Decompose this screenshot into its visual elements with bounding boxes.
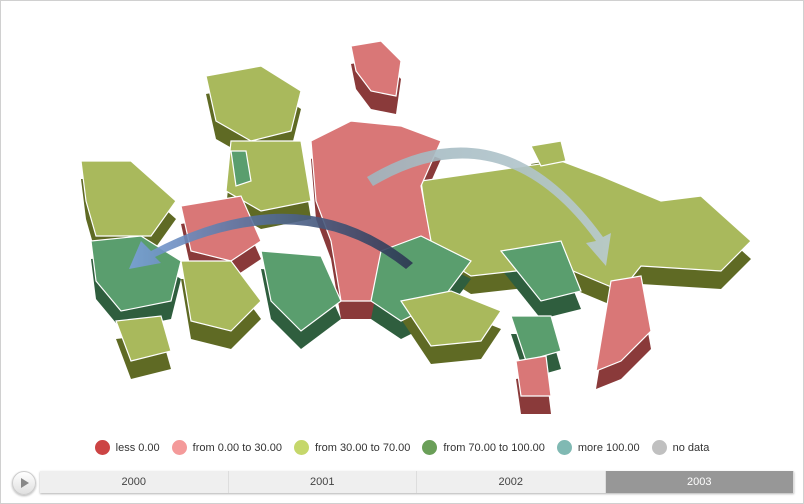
- legend-label: from 0.00 to 30.00: [192, 441, 282, 454]
- map-region[interactable]: [499, 240, 582, 302]
- play-button[interactable]: [12, 471, 36, 495]
- timeline-year-2000[interactable]: 2000: [40, 471, 229, 493]
- legend-swatch-icon: [422, 440, 438, 455]
- legend-label: no data: [672, 441, 710, 454]
- timeline-year-2001[interactable]: 2001: [228, 471, 417, 493]
- legend-item[interactable]: from 0.00 to 30.00: [171, 440, 282, 455]
- legend-item[interactable]: from 70.00 to 100.00: [422, 440, 545, 455]
- legend-item[interactable]: from 30.00 to 70.00: [293, 440, 411, 455]
- timeline-year-2002[interactable]: 2002: [417, 471, 606, 493]
- legend-label: from 30.00 to 70.00: [314, 441, 411, 454]
- legend-swatch-icon: [171, 440, 187, 455]
- map-region[interactable]: [350, 40, 402, 97]
- map-region[interactable]: [180, 260, 262, 332]
- map-region[interactable]: [230, 150, 252, 187]
- map-region[interactable]: [595, 275, 652, 372]
- legend-swatch-icon: [293, 440, 309, 455]
- map-region[interactable]: [530, 140, 567, 167]
- legend-swatch-icon: [94, 440, 110, 455]
- map-region[interactable]: [80, 160, 177, 237]
- map-region[interactable]: [400, 290, 502, 347]
- legend: less 0.00 from 0.00 to 30.00 from 30.00 to…: [1, 440, 803, 455]
- timeline[interactable]: 2000 2001 2002 2003: [40, 471, 794, 493]
- map-region[interactable]: [260, 250, 342, 332]
- legend-label: less 0.00: [115, 441, 160, 454]
- russia-3d-map[interactable]: [1, 1, 803, 431]
- legend-item[interactable]: less 0.00: [94, 440, 160, 455]
- legend-item[interactable]: no data: [651, 440, 710, 455]
- legend-label: more 100.00: [577, 441, 640, 454]
- flow-arrow-west: [129, 213, 413, 269]
- legend-swatch-icon: [651, 440, 667, 455]
- legend-label: from 70.00 to 100.00: [443, 441, 545, 454]
- map-region[interactable]: [515, 355, 552, 397]
- legend-item[interactable]: more 100.00: [556, 440, 640, 455]
- timeline-year-2003[interactable]: 2003: [605, 471, 794, 493]
- map-region[interactable]: [205, 65, 302, 142]
- legend-swatch-icon: [556, 440, 572, 455]
- map-region[interactable]: [510, 315, 562, 362]
- map-region[interactable]: [115, 315, 172, 362]
